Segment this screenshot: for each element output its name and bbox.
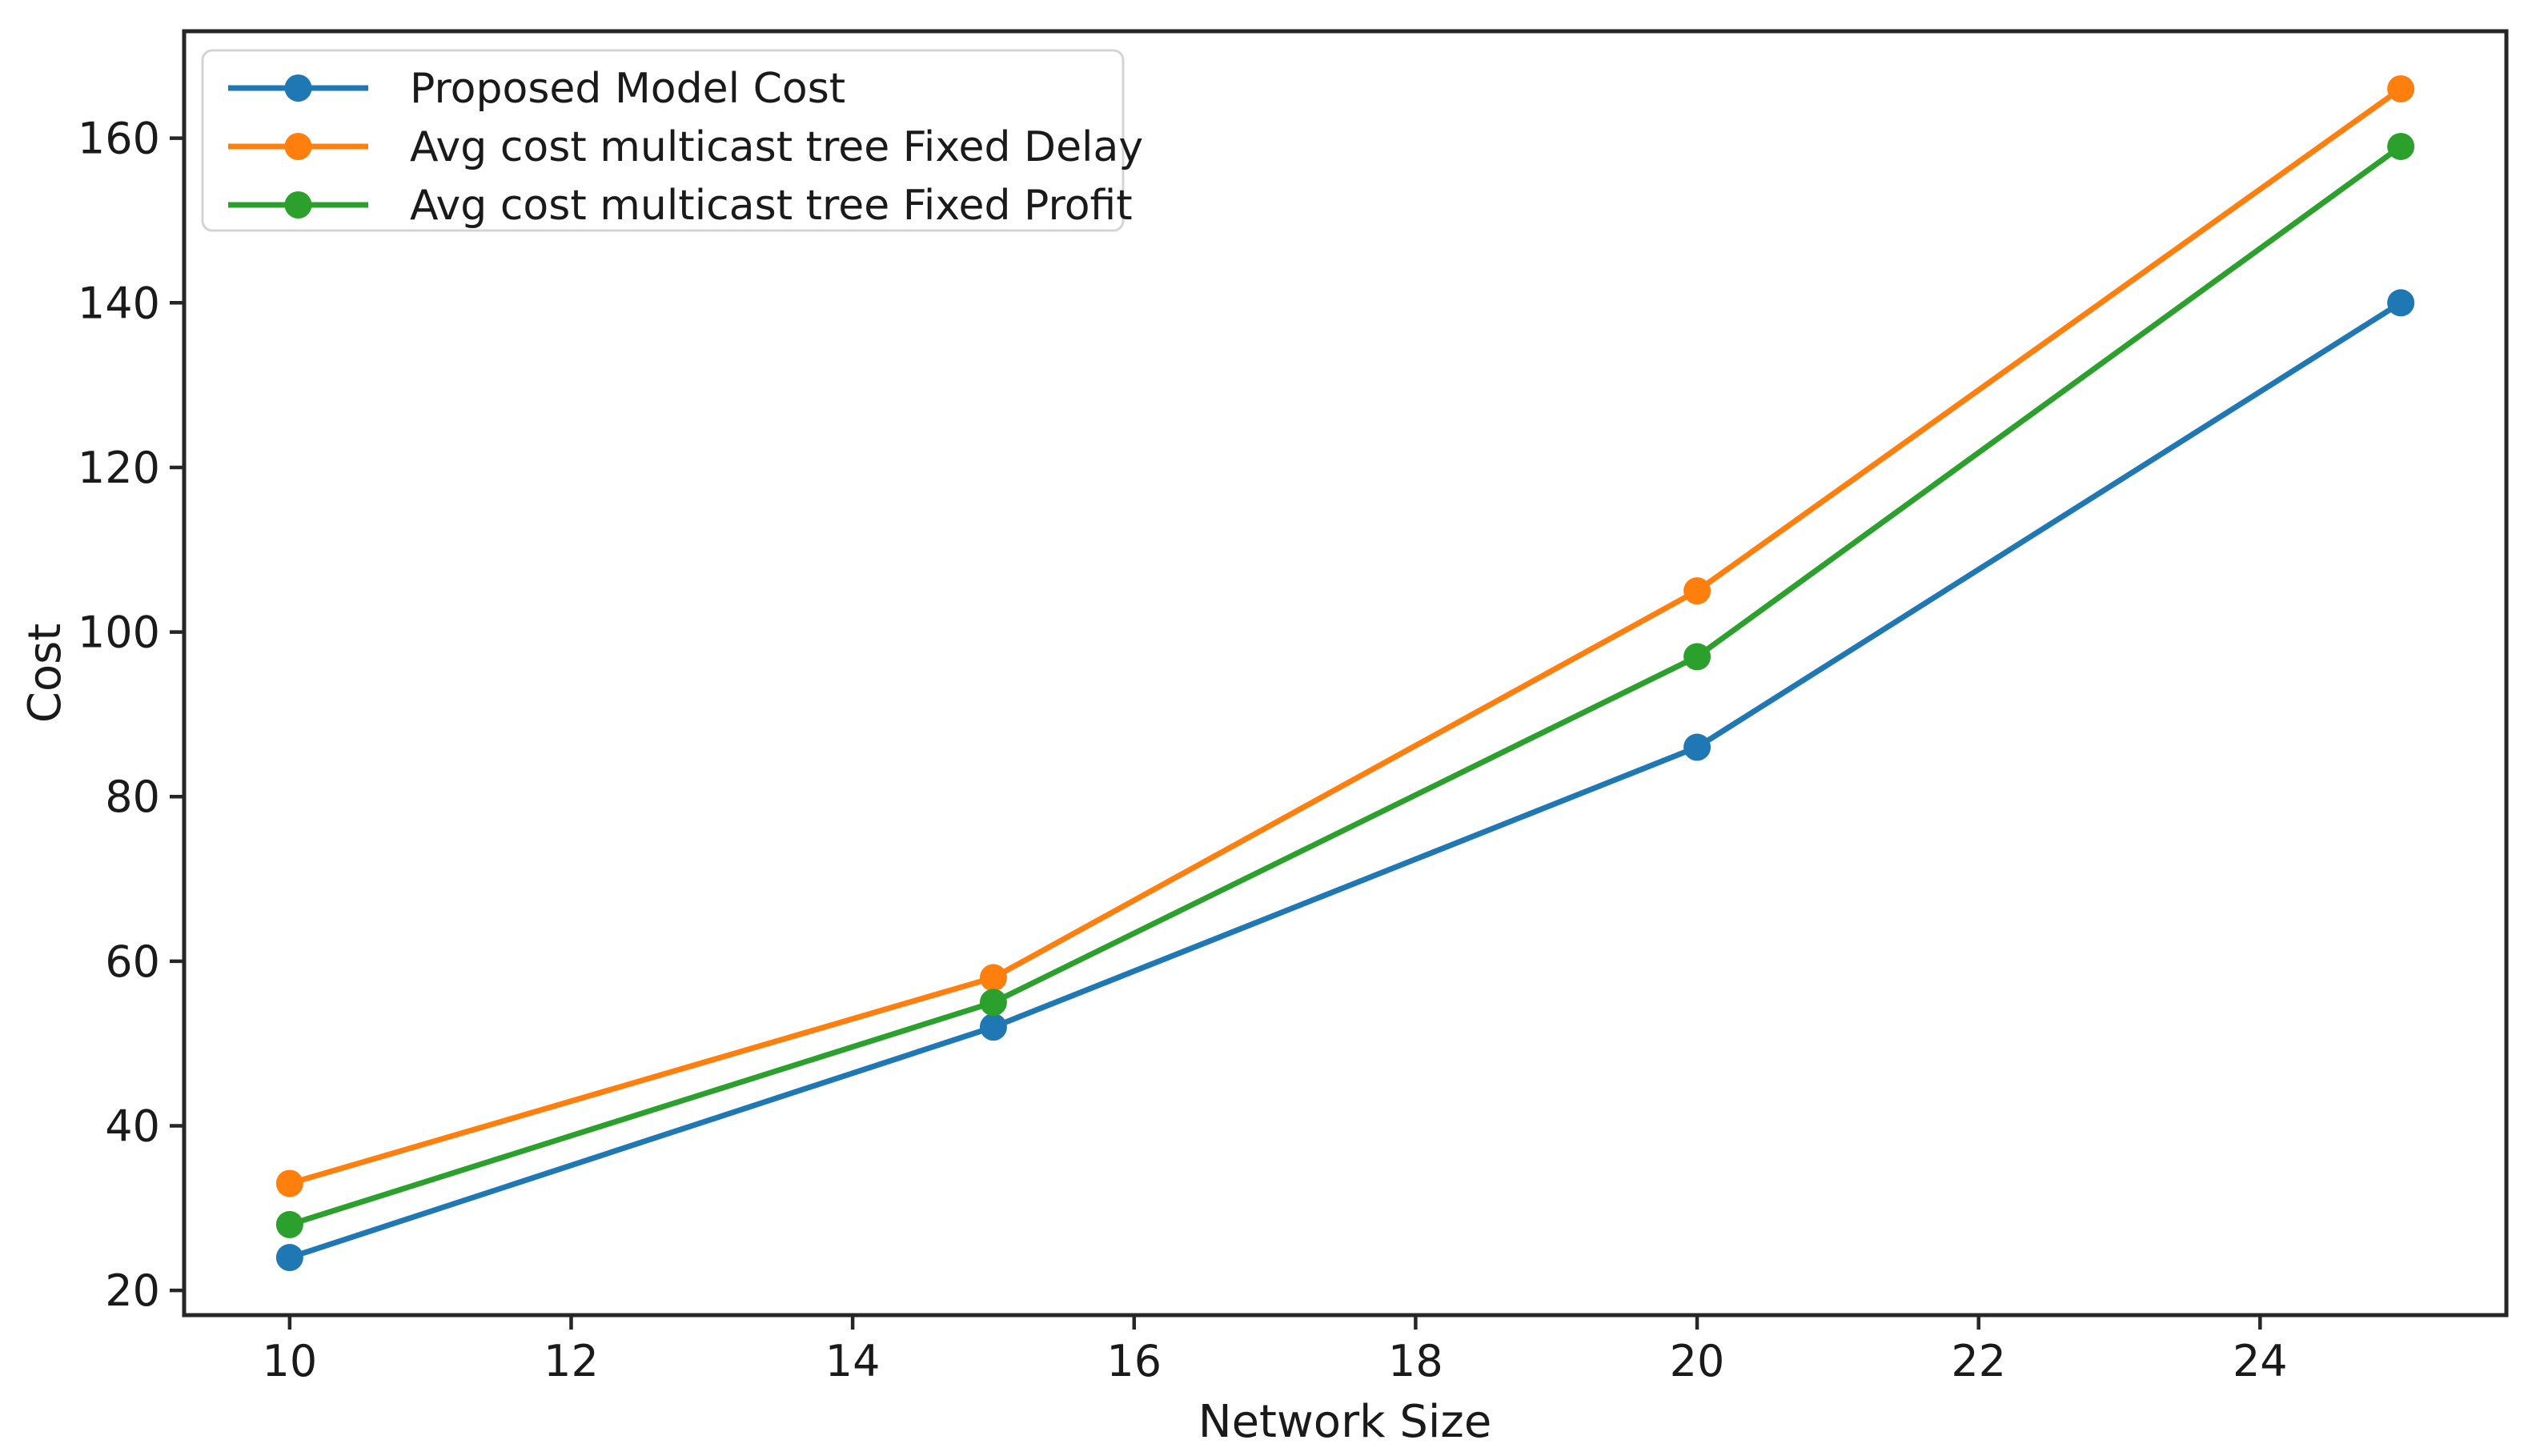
plot-frame [182, 29, 2509, 1318]
x-tick-label: 12 [544, 1336, 599, 1386]
legend-sample-marker [284, 133, 312, 160]
x-tick-label: 22 [1951, 1336, 2006, 1386]
legend-box [201, 49, 1125, 232]
x-tick-label: 16 [1106, 1336, 1162, 1386]
data-point-marker [2387, 74, 2415, 102]
y-tick-label: 140 [78, 278, 160, 328]
y-tick-label: 120 [78, 443, 160, 493]
y-tick-label: 20 [105, 1265, 160, 1316]
data-point-marker [1683, 577, 1711, 605]
legend-label: Avg cost multicast tree Fixed Delay [410, 123, 1143, 171]
data-point-marker [275, 1244, 303, 1272]
y-tick-label: 60 [105, 937, 160, 987]
data-point-marker [979, 964, 1007, 992]
x-axis-label: Network Size [1198, 1396, 1492, 1448]
data-point-marker [275, 1169, 303, 1197]
x-tick-label: 24 [2233, 1336, 2288, 1386]
legend-sample-marker [284, 74, 312, 102]
legend-label: Avg cost multicast tree Fixed Profit [410, 182, 1133, 230]
data-point-marker [2387, 132, 2415, 160]
x-tick-label: 10 [263, 1336, 318, 1386]
x-tick-label: 20 [1670, 1336, 1725, 1386]
x-tick-label: 14 [825, 1336, 881, 1386]
data-point-marker [979, 1013, 1007, 1041]
series-line [288, 144, 2403, 1228]
y-tick-label: 160 [78, 114, 160, 164]
data-point-marker [1683, 733, 1711, 761]
x-tick-label: 18 [1388, 1336, 1443, 1386]
data-point-marker [275, 1210, 303, 1238]
legend: Proposed Model Cost Avg cost multicast tr… [201, 49, 1143, 232]
y-tick-label: 80 [105, 772, 160, 822]
legend-label: Proposed Model Cost [410, 65, 845, 113]
y-tick-label: 100 [78, 608, 160, 658]
data-point-marker [2387, 289, 2415, 317]
data-series [275, 74, 2415, 1272]
y-tick-label: 40 [105, 1101, 160, 1152]
data-point-marker [979, 989, 1007, 1017]
data-point-marker [1683, 643, 1711, 671]
series-line [288, 86, 2403, 1186]
series-line [288, 300, 2403, 1261]
axis-ticks: 10 12 14 16 18 20 22 24 20 40 60 80 100 120 140 160 [78, 114, 2288, 1386]
legend-sample-marker [284, 191, 312, 219]
y-axis-label: Cost [19, 624, 71, 724]
